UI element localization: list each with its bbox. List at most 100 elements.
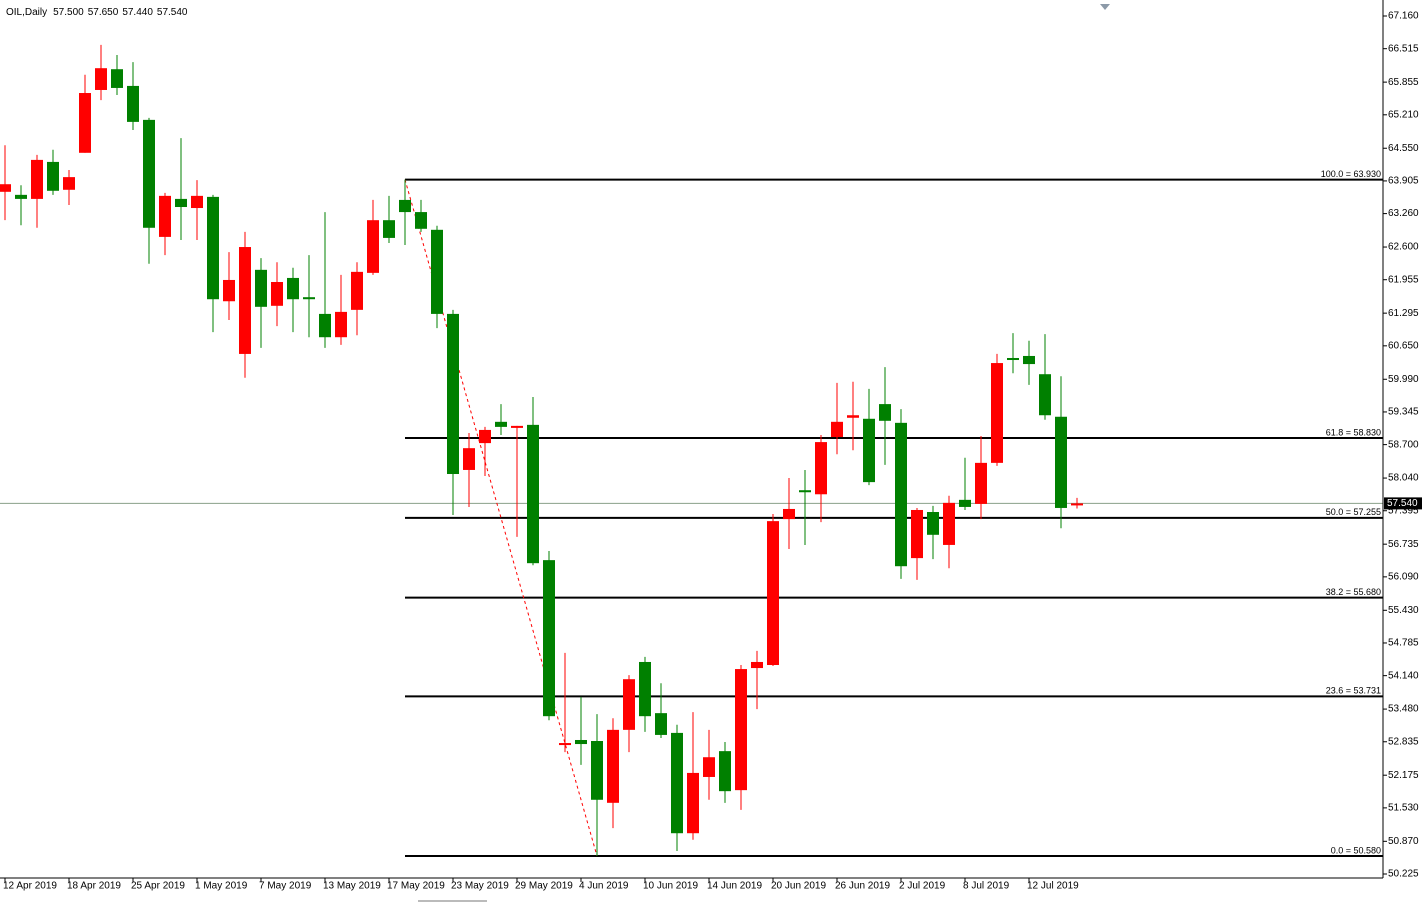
candle-body [383, 220, 395, 238]
header-low: 57.440 [122, 7, 153, 18]
x-tick-label: 12 Jul 2019 [1027, 881, 1079, 892]
y-tick-label: 60.650 [1388, 340, 1419, 351]
fib-level-label: 0.0 = 50.580 [1331, 845, 1381, 855]
candle-body [671, 732, 683, 834]
candle-body [431, 229, 443, 314]
candle-body [911, 509, 923, 559]
x-tick-label: 20 Jun 2019 [771, 881, 826, 892]
candle-body [1055, 416, 1067, 508]
candle-body [63, 177, 75, 190]
candle-body [975, 462, 987, 504]
x-tick-label: 8 Jul 2019 [963, 881, 1010, 892]
candle-body [831, 421, 843, 438]
candle-body [447, 313, 459, 475]
candle-body [639, 661, 651, 717]
y-tick-label: 58.700 [1388, 439, 1419, 450]
y-tick-label: 64.550 [1388, 143, 1419, 154]
candle-body [479, 429, 491, 444]
candle-body [0, 184, 11, 192]
candle-body [463, 448, 475, 470]
x-tick-label: 12 Apr 2019 [3, 881, 57, 892]
y-tick-label: 54.140 [1388, 670, 1419, 681]
candle-body [783, 508, 795, 520]
y-tick-label: 56.090 [1388, 571, 1419, 582]
candle-body [751, 661, 763, 669]
plot-area [0, 44, 1383, 858]
candle-body [239, 247, 251, 354]
y-tick-label: 66.515 [1388, 43, 1419, 54]
candle-body [943, 502, 955, 545]
candle-body [399, 199, 411, 213]
candle-body [15, 194, 27, 199]
y-tick-label: 62.600 [1388, 242, 1419, 253]
candle-body [607, 729, 619, 803]
x-tick-label: 1 May 2019 [195, 881, 248, 892]
candle-body [159, 195, 171, 237]
y-tick-label: 65.210 [1388, 109, 1419, 120]
y-tick-label: 67.160 [1388, 11, 1419, 22]
candle-body [1039, 374, 1051, 416]
candle-body [719, 751, 731, 792]
y-tick-label: 52.175 [1388, 770, 1419, 781]
candle-body [927, 512, 939, 535]
shift-marker [1100, 4, 1110, 10]
y-tick-label: 53.480 [1388, 704, 1419, 715]
candle-body [255, 269, 267, 307]
chart-title: OIL,Daily [6, 7, 47, 18]
candle-body [271, 281, 283, 306]
candle-body [1071, 503, 1083, 506]
fib-level-label: 100.0 = 63.930 [1321, 169, 1381, 179]
candle-body [527, 424, 539, 564]
candle-body [127, 85, 139, 122]
candle-body [1007, 357, 1019, 361]
y-tick-label: 58.040 [1388, 473, 1419, 484]
y-tick-label: 57.395 [1388, 505, 1419, 516]
candle-body [223, 279, 235, 302]
candle-body [879, 404, 891, 421]
candle-body [1023, 355, 1035, 365]
fib-level-label: 23.6 = 53.731 [1326, 686, 1381, 696]
y-tick-label: 63.260 [1388, 208, 1419, 219]
candle-body [495, 421, 507, 427]
candle-body [191, 195, 203, 209]
x-tick-label: 29 May 2019 [515, 881, 573, 892]
candle-body [991, 363, 1003, 463]
candle-body [687, 772, 699, 834]
y-tick-label: 52.835 [1388, 736, 1419, 747]
y-tick-label: 50.870 [1388, 836, 1419, 847]
y-tick-label: 51.530 [1388, 803, 1419, 814]
y-tick-label: 61.295 [1388, 308, 1419, 319]
candle-body [31, 159, 43, 199]
candle-body [175, 198, 187, 208]
y-tick-label: 63.905 [1388, 176, 1419, 187]
candle-body [543, 560, 555, 717]
y-tick-label: 65.855 [1388, 77, 1419, 88]
fib-level-label: 38.2 = 55.680 [1326, 587, 1381, 597]
x-tick-label: 4 Jun 2019 [579, 881, 629, 892]
candle-body [559, 743, 571, 746]
candle-body [335, 311, 347, 338]
chart-header: OIL,Daily 57.500 57.650 57.440 57.540 [6, 7, 188, 18]
y-tick-label: 56.735 [1388, 539, 1419, 550]
x-tick-label: 2 Jul 2019 [899, 881, 946, 892]
header-open: 57.500 [53, 7, 84, 18]
candle-body [959, 499, 971, 507]
fib-level-label: 61.8 = 58.830 [1326, 427, 1381, 437]
y-tick-label: 54.785 [1388, 638, 1419, 649]
candle-body [287, 277, 299, 300]
candle-body [79, 93, 91, 153]
x-tick-label: 23 May 2019 [451, 881, 509, 892]
x-tick-label: 7 May 2019 [259, 881, 312, 892]
x-tick-label: 25 Apr 2019 [131, 881, 185, 892]
candle-body [575, 739, 587, 745]
candle-body [847, 415, 859, 418]
y-tick-label: 59.345 [1388, 407, 1419, 418]
candle-body [95, 68, 107, 90]
candle-body [799, 490, 811, 493]
candle-body [815, 442, 827, 495]
candle-body [111, 69, 123, 88]
candle-body [767, 521, 779, 666]
candle-body [591, 741, 603, 800]
x-tick-label: 13 May 2019 [323, 881, 381, 892]
